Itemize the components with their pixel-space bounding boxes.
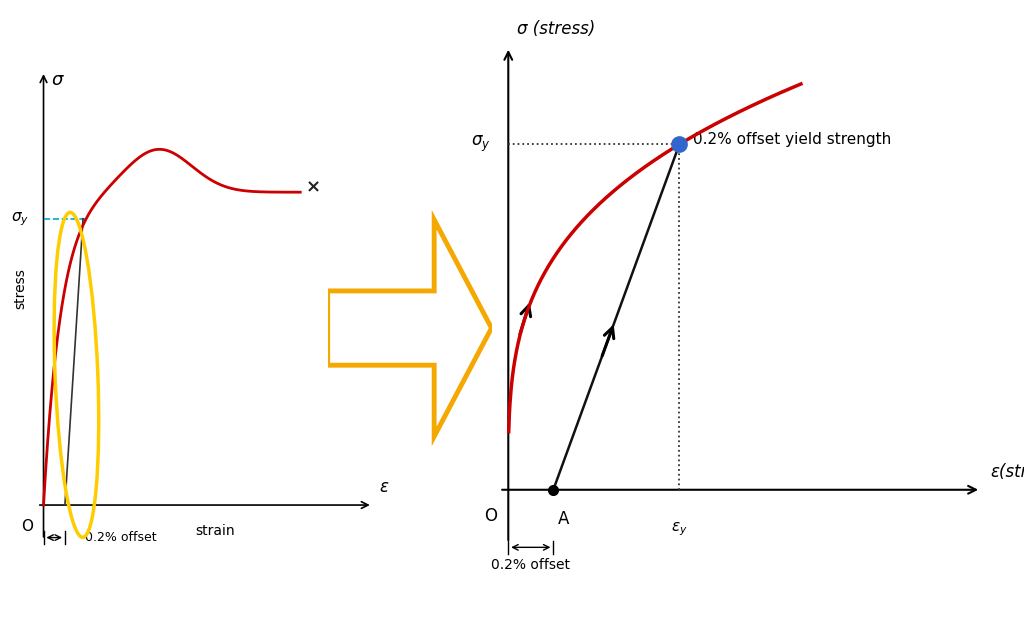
Text: 0.2% offset: 0.2% offset [85, 531, 157, 544]
Text: O: O [483, 508, 497, 526]
Text: σ: σ [52, 71, 63, 89]
Text: $\sigma_y$: $\sigma_y$ [10, 210, 29, 228]
Text: ε: ε [379, 478, 388, 496]
Text: 0.2% offset: 0.2% offset [492, 558, 570, 573]
Text: A: A [558, 509, 569, 527]
Text: stress: stress [13, 267, 28, 308]
Text: strain: strain [195, 524, 234, 538]
Text: O: O [22, 519, 33, 534]
Text: ε(strain): ε(strain) [990, 463, 1024, 481]
Text: ×: × [306, 179, 321, 197]
Text: $\sigma_y$: $\sigma_y$ [471, 134, 490, 154]
Text: $\varepsilon_y$: $\varepsilon_y$ [671, 521, 688, 539]
Polygon shape [328, 220, 492, 436]
Text: 0.2% offset yield strength: 0.2% offset yield strength [693, 132, 891, 147]
Text: σ (stress): σ (stress) [517, 20, 596, 38]
